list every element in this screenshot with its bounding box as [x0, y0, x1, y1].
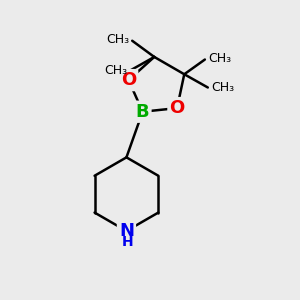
Text: H: H [122, 235, 134, 249]
Text: CH₃: CH₃ [106, 33, 129, 46]
Text: CH₃: CH₃ [211, 81, 234, 94]
Text: N: N [119, 222, 134, 240]
Text: O: O [169, 99, 185, 117]
Text: CH₃: CH₃ [105, 64, 128, 77]
Text: O: O [121, 71, 136, 89]
Text: CH₃: CH₃ [208, 52, 231, 64]
Text: B: B [136, 103, 149, 121]
